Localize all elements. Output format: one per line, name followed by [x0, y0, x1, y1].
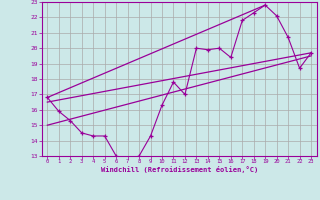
X-axis label: Windchill (Refroidissement éolien,°C): Windchill (Refroidissement éolien,°C) [100, 166, 258, 173]
